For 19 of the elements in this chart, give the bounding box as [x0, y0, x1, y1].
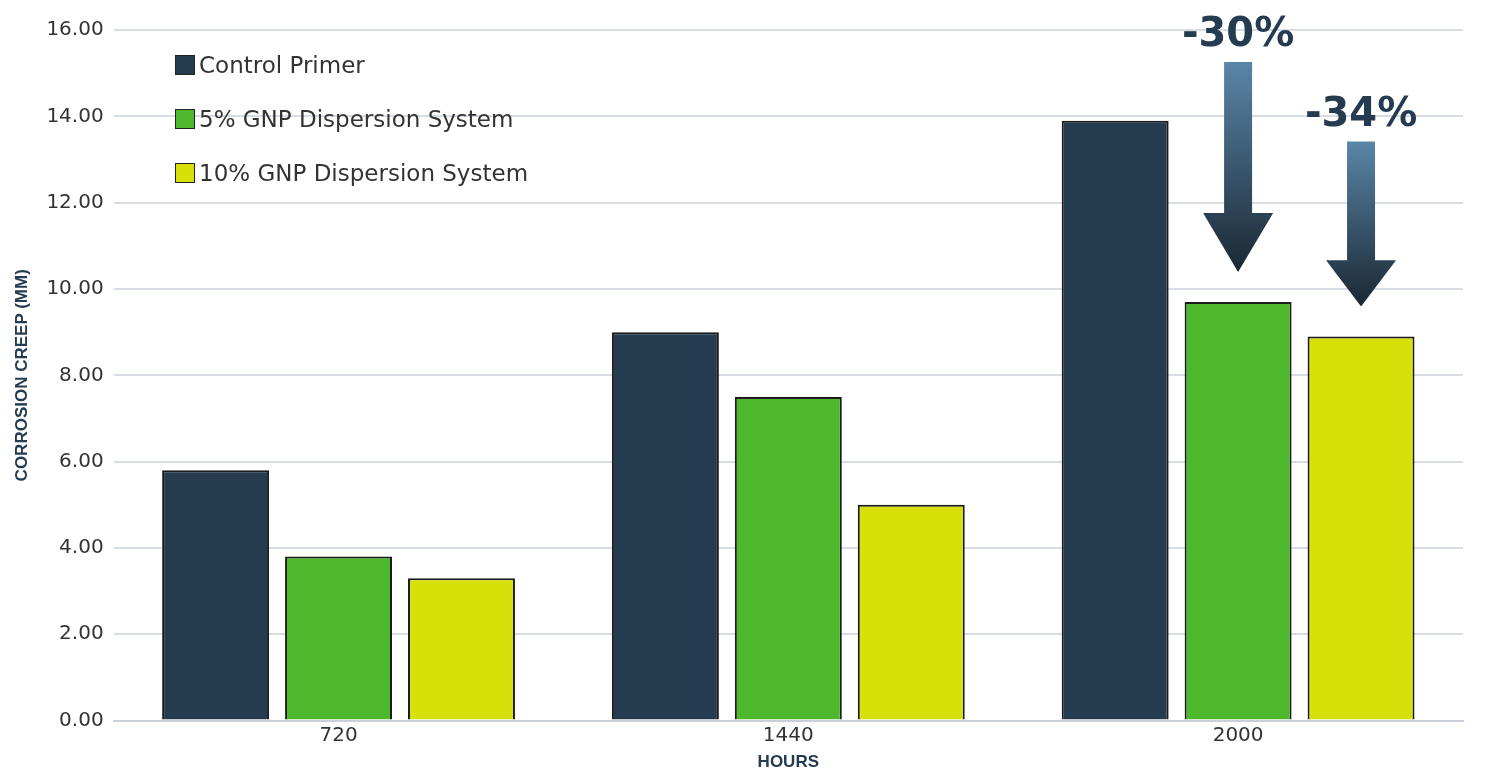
x-tick-label: 720	[319, 721, 358, 746]
y-tick-label: 16.00	[46, 16, 104, 41]
x-tick-label: 1440	[762, 721, 814, 746]
annotation: -30%	[1181, 9, 1295, 56]
legend-label: 5% GNP Dispersion System	[199, 106, 514, 132]
y-tick-label: 10.00	[46, 275, 104, 300]
y-tick-label: 4.00	[59, 534, 104, 559]
legend-label: Control Primer	[199, 52, 365, 78]
y-axis-title: CORROSION CREEP (MM)	[11, 269, 31, 482]
annotation: -34%	[1304, 88, 1418, 135]
y-tick-label: 2.00	[59, 620, 104, 645]
x-tick-label: 2000	[1212, 721, 1264, 746]
y-tick-label: 12.00	[46, 188, 104, 213]
y-tick-label: 8.00	[59, 361, 104, 386]
x-axis-title: HOURS	[757, 752, 820, 772]
legend-label: 10% GNP Dispersion System	[199, 160, 529, 186]
y-tick-label: 6.00	[59, 447, 104, 472]
y-tick-label: 14.00	[46, 102, 104, 127]
y-tick-label: 0.00	[59, 706, 104, 731]
